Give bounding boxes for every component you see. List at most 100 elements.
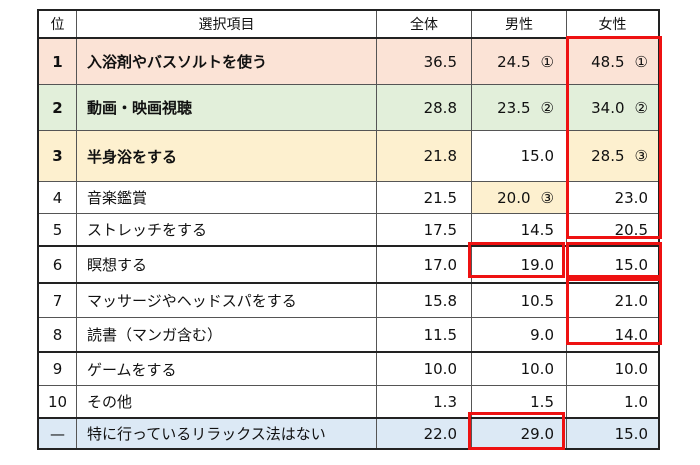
- row-item: 動画・映画視聴: [77, 85, 377, 130]
- row-rank: 5: [39, 214, 77, 245]
- row-rank: 6: [39, 247, 77, 282]
- row-male-cell: 29.0: [472, 419, 567, 448]
- results-table: 位 選択項目 全体 男性 女性 1 入浴剤やバスソルトを使う 36.5 24.5…: [37, 9, 660, 450]
- row-male-cell: 24.5 ①: [472, 39, 567, 84]
- row-rank: 4: [39, 182, 77, 213]
- row-female-value: 15.0: [614, 424, 648, 443]
- female-rank-mark: ②: [634, 98, 648, 117]
- row-male-value: 20.0: [497, 188, 531, 207]
- table-row: 9 ゲームをする 10.0 10.0 10.0: [39, 353, 658, 386]
- male-rank-mark: ③: [540, 188, 554, 207]
- row-female-cell: 1.0: [567, 386, 658, 417]
- row-female-cell: 23.0: [567, 182, 658, 213]
- row-item: 読書（マンガ含む）: [77, 318, 377, 351]
- row-rank: 2: [39, 85, 77, 130]
- table-row: 2 動画・映画視聴 28.8 23.5 ② 34.0 ②: [39, 85, 658, 131]
- row-all-value: 15.8: [377, 284, 472, 317]
- row-all-value: 28.8: [377, 85, 472, 130]
- row-female-cell: 34.0 ②: [567, 85, 658, 130]
- row-item: 音楽鑑賞: [77, 182, 377, 213]
- row-female-cell: 14.0: [567, 318, 658, 351]
- table-header-row: 位 選択項目 全体 男性 女性: [39, 11, 658, 39]
- row-male-value: 15.0: [520, 147, 554, 165]
- row-female-value: 15.0: [614, 255, 648, 274]
- row-female-value: 10.0: [614, 360, 648, 378]
- table-row: 5 ストレッチをする 17.5 14.5 20.5: [39, 214, 658, 247]
- table-row: 10 その他 1.3 1.5 1.0: [39, 386, 658, 419]
- header-rank: 位: [39, 11, 77, 37]
- row-item: 半身浴をする: [77, 131, 377, 181]
- row-all-value: 21.5: [377, 182, 472, 213]
- header-male: 男性: [472, 11, 567, 37]
- row-male-value: 24.5: [497, 52, 531, 71]
- row-female-cell: 20.5: [567, 214, 658, 245]
- row-item: ストレッチをする: [77, 214, 377, 245]
- row-male-cell: 23.5 ②: [472, 85, 567, 130]
- row-all-value: 11.5: [377, 318, 472, 351]
- row-rank: 1: [39, 39, 77, 84]
- row-female-cell: 15.0: [567, 247, 658, 282]
- female-rank-mark: ③: [634, 147, 648, 165]
- row-male-value: 1.5: [530, 392, 554, 411]
- row-male-cell: 19.0: [472, 247, 567, 282]
- row-all-value: 17.5: [377, 214, 472, 245]
- row-male-cell: 20.0 ③: [472, 182, 567, 213]
- row-rank: 9: [39, 353, 77, 385]
- row-male-cell: 15.0: [472, 131, 567, 181]
- row-item: その他: [77, 386, 377, 417]
- row-female-value: 48.5: [591, 52, 625, 71]
- table-row: — 特に行っているリラックス法はない 22.0 29.0 15.0: [39, 419, 658, 448]
- female-rank-mark: ①: [634, 52, 648, 71]
- row-all-value: 1.3: [377, 386, 472, 417]
- table-row: 7 マッサージやヘッドスパをする 15.8 10.5 21.0: [39, 284, 658, 318]
- table-row: 8 読書（マンガ含む） 11.5 9.0 14.0: [39, 318, 658, 353]
- row-male-value: 10.5: [520, 291, 554, 310]
- row-male-cell: 10.0: [472, 353, 567, 385]
- table-row: 3 半身浴をする 21.8 15.0 28.5 ③: [39, 131, 658, 182]
- row-all-value: 10.0: [377, 353, 472, 385]
- row-female-cell: 28.5 ③: [567, 131, 658, 181]
- row-rank: 7: [39, 284, 77, 317]
- row-all-value: 36.5: [377, 39, 472, 84]
- header-all: 全体: [377, 11, 472, 37]
- row-all-value: 21.8: [377, 131, 472, 181]
- row-male-value: 19.0: [520, 255, 554, 274]
- row-male-value: 14.5: [520, 220, 554, 239]
- male-rank-mark: ②: [540, 98, 554, 117]
- row-rank: 10: [39, 386, 77, 417]
- row-item: マッサージやヘッドスパをする: [77, 284, 377, 317]
- row-rank: 8: [39, 318, 77, 351]
- table-row: 6 瞑想する 17.0 19.0 15.0: [39, 247, 658, 284]
- row-female-value: 14.0: [614, 325, 648, 344]
- row-rank: 3: [39, 131, 77, 181]
- header-item: 選択項目: [77, 11, 377, 37]
- row-item: ゲームをする: [77, 353, 377, 385]
- row-female-value: 28.5: [591, 147, 625, 165]
- row-male-value: 9.0: [530, 325, 554, 344]
- row-female-value: 1.0: [624, 392, 648, 411]
- row-female-value: 34.0: [591, 98, 625, 117]
- row-male-value: 29.0: [520, 424, 554, 443]
- row-male-cell: 14.5: [472, 214, 567, 245]
- row-female-value: 21.0: [614, 291, 648, 310]
- row-item: 瞑想する: [77, 247, 377, 282]
- row-female-cell: 21.0: [567, 284, 658, 317]
- table-row: 1 入浴剤やバスソルトを使う 36.5 24.5 ① 48.5 ①: [39, 39, 658, 85]
- row-male-value: 10.0: [520, 360, 554, 378]
- row-female-cell: 15.0: [567, 419, 658, 448]
- row-rank: —: [39, 419, 77, 448]
- row-female-value: 20.5: [614, 220, 648, 239]
- row-female-value: 23.0: [614, 188, 648, 207]
- row-male-cell: 10.5: [472, 284, 567, 317]
- row-female-cell: 48.5 ①: [567, 39, 658, 84]
- row-all-value: 17.0: [377, 247, 472, 282]
- header-female: 女性: [598, 17, 627, 33]
- row-item: 入浴剤やバスソルトを使う: [77, 39, 377, 84]
- row-item: 特に行っているリラックス法はない: [77, 419, 377, 448]
- row-female-cell: 10.0: [567, 353, 658, 385]
- row-male-cell: 9.0: [472, 318, 567, 351]
- row-all-value: 22.0: [377, 419, 472, 448]
- table-row: 4 音楽鑑賞 21.5 20.0 ③ 23.0: [39, 182, 658, 214]
- row-male-value: 23.5: [497, 98, 531, 117]
- male-rank-mark: ①: [540, 52, 554, 71]
